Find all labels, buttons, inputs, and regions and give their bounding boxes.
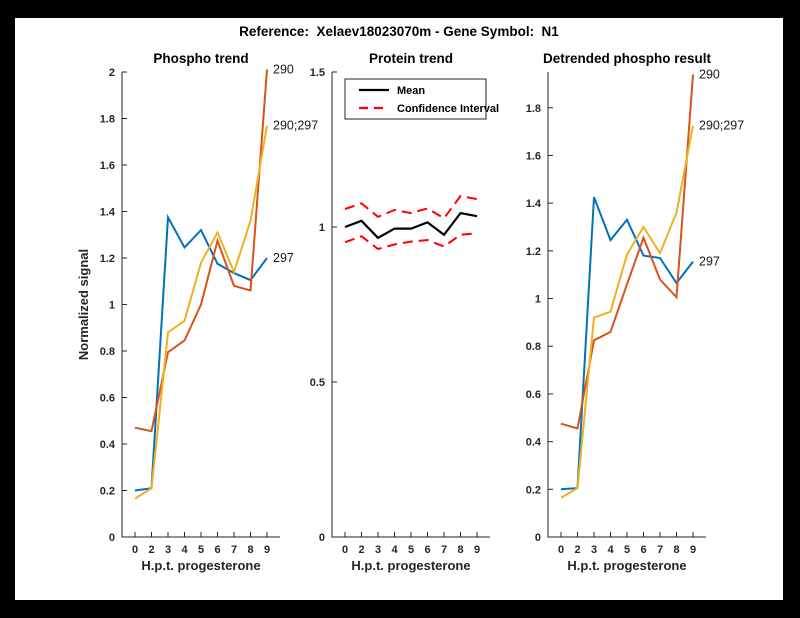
subplot-phospho-trend: 00.20.40.60.811.21.41.61.820 2 3 4 5 6 7 8 9H.p.… — [76, 51, 318, 573]
x-axis-label: H.p.t. progesterone — [141, 558, 260, 573]
x-tick-label: 0 — [132, 544, 138, 556]
y-tick-label: 0 — [109, 532, 115, 544]
x-tick-label: 4 — [607, 544, 614, 556]
y-tick-label: 1.2 — [100, 253, 115, 265]
y-tick-label: 0 — [319, 532, 325, 544]
y-tick-label: 0 — [535, 532, 541, 544]
subplot-title: Protein trend — [369, 51, 453, 66]
legend: Mean Confidence Interval — [344, 78, 499, 120]
subplot-detrended-phospho-result: 00.20.40.60.811.21.41.61.80 2 3 4 5 6 7 8 9H.p.t… — [526, 51, 745, 573]
subplot-title: Detrended phospho result — [543, 51, 712, 66]
x-tick-label: 8 — [673, 544, 679, 556]
y-tick-label: 0.4 — [100, 439, 116, 451]
series-line-297 — [134, 213, 268, 492]
series-line-Mean — [344, 211, 478, 240]
line-end-label-297: 297 — [273, 251, 294, 265]
series-line-CI-upper — [344, 194, 478, 220]
y-tick-label: 1.8 — [526, 103, 541, 115]
subplot-title: Phospho trend — [153, 51, 248, 66]
y-tick-label: 1.6 — [100, 160, 115, 172]
series-line-297 — [560, 196, 694, 491]
line-end-label-290-297: 290;297 — [699, 119, 744, 133]
y-tick-label: 0.6 — [100, 393, 115, 405]
y-tick-label: 0.4 — [526, 437, 542, 449]
line-end-label-290: 290 — [273, 63, 294, 77]
series-line-290 — [134, 69, 268, 433]
charts-canvas: 00.20.40.60.811.21.41.61.820 2 3 4 5 6 7 8 9H.p.… — [76, 51, 745, 573]
y-tick-label: 1.6 — [526, 150, 541, 162]
legend-label: Confidence Interval — [397, 103, 499, 115]
x-tick-label: 7 — [441, 544, 447, 556]
x-axis-label: H.p.t. progesterone — [351, 558, 470, 573]
y-tick-label: 1.4 — [526, 198, 542, 210]
x-tick-label: 0 — [342, 544, 348, 556]
x-tick-label: 4 — [181, 544, 188, 556]
x-tick-label: 3 — [591, 544, 597, 556]
y-tick-label: 0.2 — [526, 484, 541, 496]
x-tick-label: 9 — [474, 544, 480, 556]
line-end-label-290-297: 290;297 — [273, 118, 318, 132]
y-tick-label: 1.8 — [100, 114, 115, 126]
x-axis-label: H.p.t. progesterone — [567, 558, 686, 573]
x-tick-label: 2 — [148, 544, 154, 556]
x-tick-label: 3 — [165, 544, 171, 556]
legend-label: Mean — [397, 85, 425, 97]
y-tick-label: 1 — [109, 300, 115, 312]
series-line-290-297 — [560, 125, 694, 499]
series-line-CI-lower — [344, 232, 478, 251]
y-tick-label: 0.8 — [100, 346, 115, 358]
x-tick-label: 6 — [214, 544, 220, 556]
x-tick-label: 7 — [657, 544, 663, 556]
y-tick-label: 0.6 — [526, 389, 541, 401]
y-tick-label: 1.2 — [526, 246, 541, 258]
x-tick-label: 2 — [574, 544, 580, 556]
x-tick-label: 5 — [408, 544, 414, 556]
series-line-290 — [560, 74, 694, 430]
x-tick-label: 5 — [198, 544, 204, 556]
series-line-290-297 — [134, 125, 268, 500]
x-tick-label: 9 — [264, 544, 270, 556]
y-tick-label: 0.8 — [526, 341, 541, 353]
line-end-label-290: 290 — [699, 67, 720, 81]
subplot-protein-trend: 00.511.50 2 3 4 5 6 7 8 9H.p.t. progesteroneProt… — [310, 51, 499, 573]
y-tick-label: 1.5 — [310, 67, 325, 79]
y-tick-label: 1.4 — [100, 207, 116, 219]
x-tick-label: 9 — [690, 544, 696, 556]
y-tick-label: 0.2 — [100, 486, 115, 498]
x-tick-label: 0 — [558, 544, 564, 556]
x-tick-label: 6 — [424, 544, 430, 556]
y-tick-label: 1 — [319, 222, 325, 234]
x-tick-label: 2 — [358, 544, 364, 556]
x-tick-label: 8 — [247, 544, 253, 556]
x-tick-label: 3 — [375, 544, 381, 556]
y-tick-label: 0.5 — [310, 377, 325, 389]
x-tick-label: 8 — [457, 544, 463, 556]
axis-lines — [331, 72, 490, 538]
x-tick-label: 7 — [231, 544, 237, 556]
matlab-figure: Reference: Xelaev18023070m - Gene Symbol… — [15, 18, 783, 600]
y-tick-label: 2 — [109, 67, 115, 79]
x-tick-label: 4 — [391, 544, 398, 556]
x-tick-label: 6 — [640, 544, 646, 556]
y-tick-label: 1 — [535, 294, 541, 306]
legend-box — [344, 78, 487, 120]
line-end-label-297: 297 — [699, 255, 720, 269]
axis-lines — [547, 72, 706, 538]
y-axis-label: Normalized signal — [76, 249, 91, 360]
figure-title: Reference: Xelaev18023070m - Gene Symbol… — [239, 24, 559, 39]
x-tick-label: 5 — [624, 544, 630, 556]
